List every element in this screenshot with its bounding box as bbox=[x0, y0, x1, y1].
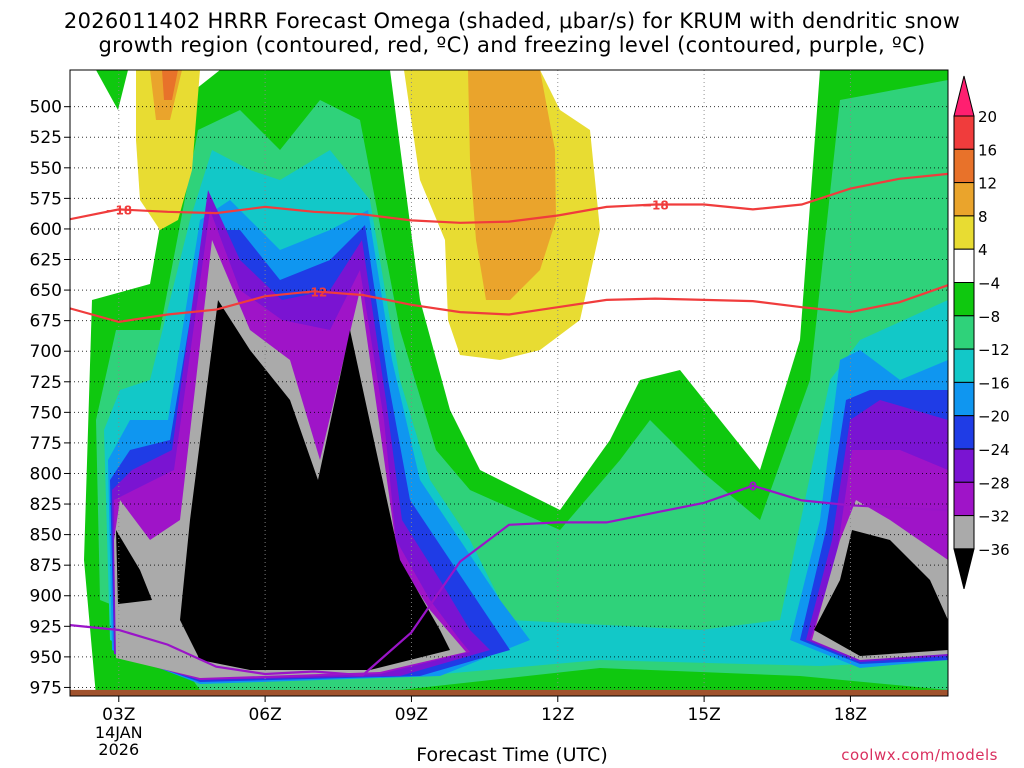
credit-text: coolwx.com/models bbox=[841, 746, 998, 764]
x-tick-label-06Z: 06Z bbox=[248, 705, 281, 725]
y-tick-label-525: 525 bbox=[30, 128, 62, 148]
colorbar-swatch-10 bbox=[953, 415, 975, 450]
colorbar-swatch-4 bbox=[953, 215, 975, 250]
omega-contour-pos4-left bbox=[136, 70, 200, 230]
y-tick-label-725: 725 bbox=[30, 373, 62, 393]
terrain-surface bbox=[70, 689, 948, 696]
contour-lines: −18 −18 −12 0 bbox=[70, 172, 948, 677]
y-tick-label-575: 575 bbox=[30, 189, 62, 209]
colorbar-label-2: 12 bbox=[978, 175, 997, 193]
y-tick-label-825: 825 bbox=[30, 495, 62, 515]
omega-upper-left-green bbox=[96, 70, 128, 110]
omega-contour-pos8-middle bbox=[468, 70, 556, 300]
colorbar-label-0: 20 bbox=[978, 108, 997, 126]
y-tick-label-775: 775 bbox=[30, 434, 62, 454]
dgz-contour-neg12 bbox=[70, 284, 948, 324]
y-tick-label-550: 550 bbox=[30, 159, 62, 179]
y-tick-label-950: 950 bbox=[30, 648, 62, 668]
y-tick-label-900: 900 bbox=[30, 587, 62, 607]
dgz-contour-neg18-label-0: −18 bbox=[105, 203, 132, 217]
colorbar-label-7: −12 bbox=[978, 341, 1010, 359]
colorbar-swatch-7 bbox=[953, 315, 975, 350]
colorbar-swatch-top-arrow bbox=[953, 75, 975, 117]
omega-contour-neg36-right bbox=[814, 530, 948, 656]
omega-contour-neg36-main bbox=[180, 300, 450, 670]
colorbar-label-11: −28 bbox=[978, 474, 1010, 492]
y-tick-label-500: 500 bbox=[30, 98, 62, 118]
colorbar-swatch-3 bbox=[953, 182, 975, 217]
x-tick-sublabel-1: 2026 bbox=[98, 740, 139, 759]
y-tick-label-800: 800 bbox=[30, 464, 62, 484]
colorbar-swatch-bottom-arrow bbox=[953, 548, 975, 590]
x-axis-title: Forecast Time (UTC) bbox=[416, 744, 608, 766]
colorbar-swatch-11 bbox=[953, 448, 975, 483]
plot-area: −18 −18 −12 0 bbox=[70, 70, 948, 696]
colorbar-swatch-5 bbox=[953, 248, 975, 283]
y-tick-label-600: 600 bbox=[30, 220, 62, 240]
colorbar-label-10: −24 bbox=[978, 441, 1010, 459]
y-tick-label-850: 850 bbox=[30, 526, 62, 546]
dgz-contour-neg18 bbox=[70, 172, 948, 224]
y-tick-label-975: 975 bbox=[30, 678, 62, 698]
dgz-contour-neg12-label-0: −12 bbox=[301, 285, 328, 299]
plot-frame bbox=[69, 69, 949, 697]
colorbar-swatch-8 bbox=[953, 348, 975, 383]
y-axis: 500 525 550 575 600 625 650 675 700 725 750 775 800 8… bbox=[30, 98, 70, 698]
colorbar-swatch-9 bbox=[953, 381, 975, 417]
colorbar-swatch-13 bbox=[953, 515, 975, 550]
x-tick-label-18Z: 18Z bbox=[834, 705, 867, 725]
y-tick-label-675: 675 bbox=[30, 312, 62, 332]
colorbar-label-4: 4 bbox=[978, 241, 988, 259]
colorbar-label-13: −36 bbox=[978, 541, 1010, 559]
dgz-contour-neg18-label-1: −18 bbox=[642, 198, 669, 212]
colorbar-label-8: −16 bbox=[978, 374, 1010, 392]
y-tick-label-875: 875 bbox=[30, 556, 62, 576]
chart-title-line-1: 2026011402 HRRR Forecast Omega (shaded, … bbox=[63, 9, 961, 33]
colorbar-label-1: 16 bbox=[978, 141, 997, 159]
colorbar-label-12: −32 bbox=[978, 508, 1010, 526]
x-tick-sublabel-0: 14JAN bbox=[95, 723, 143, 742]
freezing-level-line bbox=[70, 484, 948, 677]
omega-contour-pos12-left bbox=[162, 70, 178, 100]
colorbar-label-3: 8 bbox=[978, 208, 988, 226]
colorbar-swatch-6 bbox=[953, 282, 975, 317]
y-tick-label-750: 750 bbox=[30, 403, 62, 423]
gridlines bbox=[70, 70, 948, 696]
colorbar-swatch-1 bbox=[953, 115, 975, 150]
x-tick-label-12Z: 12Z bbox=[541, 705, 574, 725]
y-tick-label-925: 925 bbox=[30, 617, 62, 637]
freezing-level-line-label-0: 0 bbox=[749, 480, 757, 494]
y-tick-label-625: 625 bbox=[30, 251, 62, 271]
y-tick-label-700: 700 bbox=[30, 342, 62, 362]
omega-contour-neg36-small bbox=[116, 530, 152, 604]
colorbar-swatch-12 bbox=[953, 481, 975, 517]
x-tick-label-03Z: 03Z bbox=[102, 705, 135, 725]
x-tick-label-15Z: 15Z bbox=[687, 705, 720, 725]
chart-title-line-2: growth region (contoured, red, ºC) and f… bbox=[98, 33, 926, 57]
x-tick-label-09Z: 09Z bbox=[395, 705, 428, 725]
y-tick-label-650: 650 bbox=[30, 281, 62, 301]
colorbar-swatch-2 bbox=[953, 148, 975, 184]
colorbar-label-9: −20 bbox=[978, 408, 1010, 426]
colorbar-label-6: −8 bbox=[978, 308, 1000, 326]
colorbar: 20 16 12 8 4 −4 −8 −12 −16 −20 −24 −28 −32 −36 bbox=[953, 75, 1010, 590]
colorbar-label-5: −4 bbox=[978, 275, 1000, 293]
